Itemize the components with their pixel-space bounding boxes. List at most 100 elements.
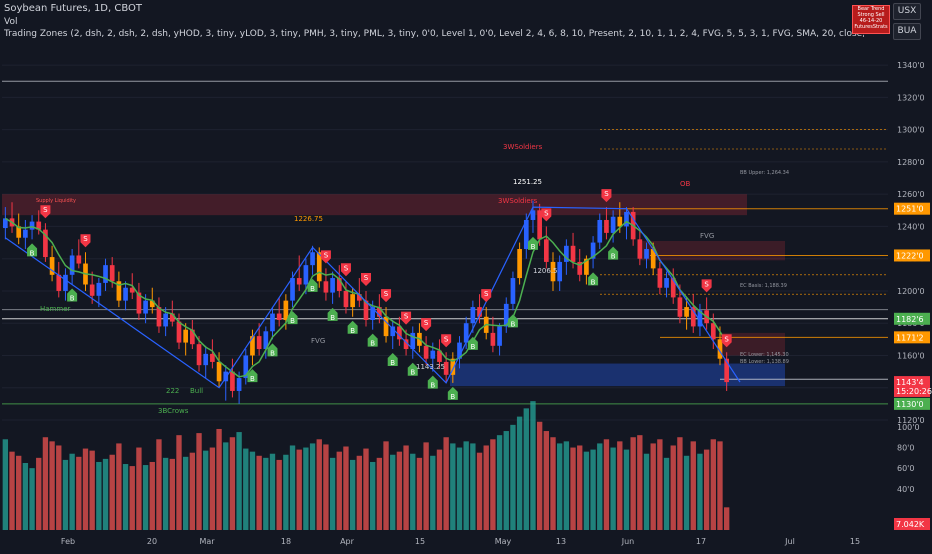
volume-bar	[296, 449, 302, 530]
buy-marker	[327, 307, 338, 321]
buy-marker	[387, 353, 398, 367]
sell-marker	[361, 272, 371, 286]
annotation-label: 1226.75	[294, 215, 323, 223]
currency-button[interactable]: USX	[893, 3, 921, 20]
zigzag-line	[4, 206, 741, 389]
candle-body	[3, 218, 8, 229]
price-label-box	[894, 331, 930, 344]
volume-bar	[223, 442, 229, 530]
volume-bar	[276, 459, 282, 530]
volume-bar	[176, 435, 182, 530]
sell-marker-label: S	[404, 313, 409, 321]
volume-bar	[456, 447, 463, 530]
volume-bar	[236, 432, 242, 530]
volume-bar	[9, 451, 15, 530]
candle-body	[610, 216, 616, 233]
volume-bar	[16, 455, 22, 530]
sma-line	[4, 217, 728, 378]
candle-body	[397, 326, 402, 340]
price-label-box	[894, 384, 930, 397]
sell-marker	[381, 289, 392, 303]
candle-body	[584, 258, 589, 275]
price-axis[interactable]: 1340'01320'01300'01280'01260'01240'01220…	[894, 61, 932, 530]
candle-body	[370, 307, 376, 320]
candle-body	[210, 353, 215, 362]
candle-body	[283, 300, 289, 320]
sell-marker-label: S	[544, 209, 549, 217]
sell-marker-label: S	[83, 235, 88, 243]
signal-markers: B S B S B B B B S B S B S B S B S B S B S B B S B B S B S B S S	[27, 189, 732, 401]
symbol-title[interactable]: Soybean Futures, 1D, CBOT	[4, 3, 143, 14]
volume-bar	[263, 457, 269, 530]
volume-bar	[476, 452, 483, 530]
time-tick: Jun	[621, 537, 635, 546]
buy-marker	[467, 336, 478, 350]
candle-body	[250, 336, 255, 356]
price-tick: 1320'0	[897, 93, 925, 102]
candle-body	[256, 336, 262, 350]
candle-body	[143, 300, 148, 314]
sell-marker	[601, 189, 612, 203]
volume-bar	[122, 464, 129, 530]
time-tick: 17	[696, 537, 706, 546]
buy-marker-label: B	[30, 249, 35, 257]
price-label: 15:20:26	[896, 387, 932, 396]
volume-bar	[243, 448, 249, 530]
time-axis[interactable]: Feb 20 Mar 18 Apr 15 May 13 Jun 17 Jul 15	[61, 537, 860, 546]
volume-bar	[590, 449, 596, 530]
volume-bar	[49, 441, 55, 530]
annotation-label: 3BCrows	[158, 407, 189, 415]
candle-body	[564, 245, 569, 262]
volume-bar	[416, 457, 423, 530]
sell-marker-label: S	[43, 206, 48, 214]
volume-bar	[483, 445, 489, 530]
candle-body	[443, 361, 449, 375]
candle-body	[76, 255, 82, 264]
candle-body	[657, 268, 663, 288]
candle-body	[617, 216, 623, 227]
annotation-label: EC Basis: 1,188.39	[740, 283, 787, 289]
volume-bar	[583, 451, 590, 530]
unit-button[interactable]: BUA	[893, 23, 921, 40]
volume-bar	[29, 468, 35, 530]
buy-marker-label: B	[390, 359, 395, 367]
volume-legend[interactable]: Vol	[4, 17, 18, 27]
candle-body	[437, 350, 442, 362]
volume-tick: 100'0	[897, 423, 920, 432]
price-tick: 1280'0	[897, 158, 925, 167]
candle-body	[310, 252, 315, 266]
volume-bar	[490, 439, 496, 530]
volume-bar	[56, 445, 62, 530]
candle-body	[129, 287, 135, 293]
candle-body	[56, 274, 62, 291]
candle-body	[670, 278, 676, 298]
candle-body	[43, 229, 48, 258]
buy-marker	[27, 243, 38, 257]
sell-marker	[320, 250, 331, 264]
annotation-label: Bull	[190, 387, 203, 395]
annotation-label: 1143.25	[416, 363, 445, 371]
buy-marker	[507, 314, 518, 328]
candle-body	[176, 321, 182, 343]
indicator-legend[interactable]: Trading Zones (2, dsh, 2, dsh, 2, dsh, y…	[4, 29, 864, 39]
fvg-zone	[450, 363, 785, 387]
volume-bar	[309, 443, 316, 530]
candle-body	[16, 226, 22, 238]
price-label-box	[894, 249, 930, 262]
candle-body	[63, 274, 68, 291]
price-tick: 1300'0	[897, 126, 925, 135]
candle-body	[517, 249, 522, 279]
volume-bar	[269, 453, 276, 530]
annotation-label: EC Lower: 1,145.30	[740, 352, 789, 358]
sell-marker-label: S	[424, 319, 429, 327]
volume-bar	[703, 449, 710, 530]
buy-marker	[588, 272, 599, 286]
time-tick: Feb	[61, 537, 75, 546]
annotation-label: BB Upper: 1,264.34	[740, 170, 789, 176]
candle-body	[350, 294, 355, 308]
volume-bar	[570, 447, 576, 530]
volume-bar	[182, 456, 189, 530]
annotation-label: 1206.5	[533, 267, 558, 275]
